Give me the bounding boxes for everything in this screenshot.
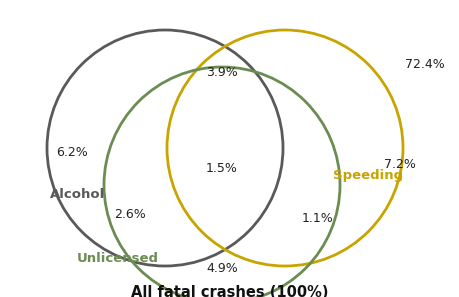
Text: Unlicensed: Unlicensed (77, 252, 159, 265)
Text: 4.9%: 4.9% (206, 261, 238, 274)
Text: All fatal crashes (100%): All fatal crashes (100%) (131, 285, 328, 297)
Text: 7.2%: 7.2% (384, 159, 416, 171)
Text: Speeding: Speeding (333, 168, 403, 181)
Text: 2.6%: 2.6% (114, 208, 146, 222)
Text: 1.1%: 1.1% (302, 211, 334, 225)
Text: 6.2%: 6.2% (56, 146, 88, 159)
Text: 72.4%: 72.4% (405, 59, 445, 72)
Text: 1.5%: 1.5% (206, 162, 238, 175)
Text: 3.9%: 3.9% (206, 66, 238, 78)
Text: Alcohol: Alcohol (50, 189, 106, 201)
